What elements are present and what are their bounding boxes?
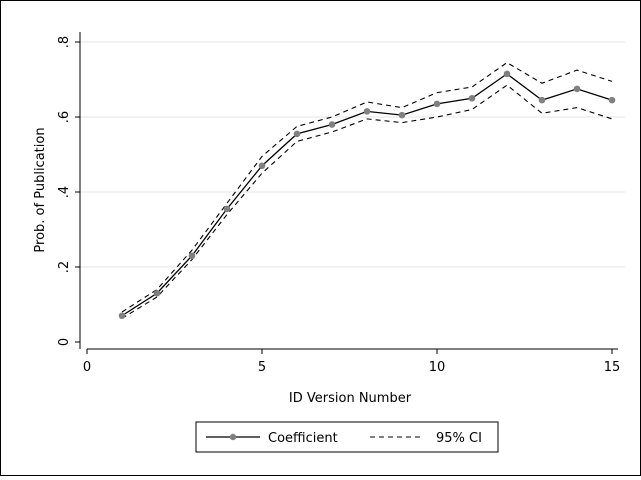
y-tick-label-1: .2 bbox=[57, 261, 72, 273]
coefficient-point-2 bbox=[153, 289, 161, 297]
x-tick-label-3: 15 bbox=[604, 360, 621, 375]
coefficient-point-8 bbox=[363, 108, 371, 115]
coefficient-point-9 bbox=[398, 111, 406, 119]
coefficient-point-15 bbox=[608, 96, 616, 104]
y-axis-label: Prob. of Publication bbox=[33, 127, 48, 252]
y-tick-label-4: .8 bbox=[57, 36, 72, 48]
x-tick-label-1: 5 bbox=[258, 360, 266, 375]
coefficient-point-1 bbox=[118, 312, 126, 320]
legend-marker-coefficient bbox=[229, 433, 237, 441]
y-tick-label-2: .4 bbox=[57, 186, 72, 198]
coefficient-point-3 bbox=[188, 252, 196, 260]
coefficient-point-13 bbox=[538, 96, 546, 104]
y-tick-label-3: .6 bbox=[57, 111, 72, 123]
x-tick-label-0: 0 bbox=[83, 360, 91, 375]
axes: 0 .2 .4 .6 .8 0 5 10 15 bbox=[57, 32, 620, 375]
coefficient-point-7 bbox=[328, 121, 336, 128]
coefficient-point-10 bbox=[433, 100, 441, 108]
legend: Coefficient 95% CI bbox=[195, 421, 499, 453]
series-layer bbox=[118, 61, 616, 320]
coefficient-point-6 bbox=[293, 130, 301, 138]
coefficient-point-5 bbox=[258, 162, 266, 170]
legend-label-ci: 95% CI bbox=[436, 431, 482, 446]
coefficient-point-4 bbox=[223, 205, 231, 213]
legend-label-coefficient: Coefficient bbox=[268, 431, 338, 446]
plot-area bbox=[80, 16, 625, 349]
coefficient-point-12 bbox=[503, 70, 511, 78]
x-axis-label: ID Version Number bbox=[289, 391, 412, 406]
coefficient-point-11 bbox=[468, 94, 476, 102]
coefficient-point-14 bbox=[573, 85, 581, 93]
ci-lower-line bbox=[121, 84, 613, 319]
x-tick-label-2: 10 bbox=[429, 360, 446, 375]
y-tick-label-0: 0 bbox=[57, 338, 72, 346]
